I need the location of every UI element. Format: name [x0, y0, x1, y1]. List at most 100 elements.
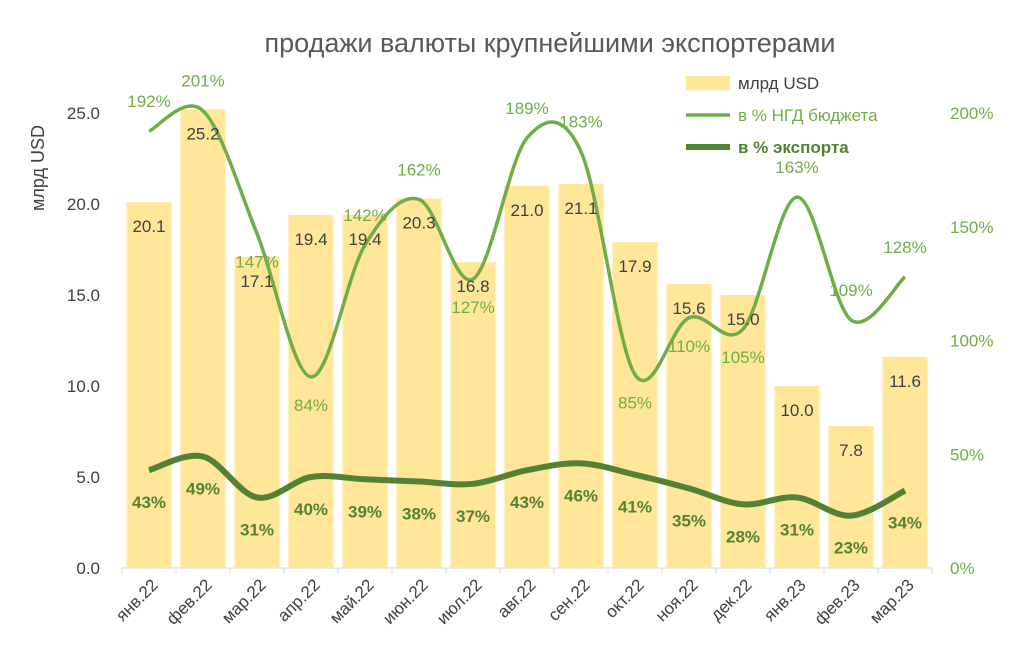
x-tick-label: июл.22 [433, 575, 486, 628]
bar [180, 109, 226, 569]
ngd-value-label: 162% [397, 160, 440, 179]
export-value-label: 39% [348, 502, 382, 521]
bar-value-label: 19.4 [348, 230, 381, 249]
y2-tick-label: 50% [950, 445, 984, 464]
x-tick-label: мар.22 [218, 575, 270, 627]
bar-value-label: 7.8 [839, 441, 863, 460]
ngd-value-label: 147% [235, 253, 278, 272]
bar-value-label: 16.8 [456, 277, 489, 296]
y-tick-label: 10.0 [67, 377, 100, 396]
line-ngd-budget [148, 104, 907, 383]
bar-value-label: 19.4 [294, 230, 327, 249]
y-tick-label: 20.0 [67, 195, 100, 214]
x-tick-label: фев.23 [811, 575, 864, 628]
legend: млрд USD в % НГД бюджета в % экспорта [686, 74, 878, 157]
export-value-label: 31% [240, 520, 274, 539]
bar [504, 185, 550, 569]
export-value-label: 49% [186, 480, 220, 499]
bar-value-label: 17.9 [618, 257, 651, 276]
export-value-label: 37% [456, 507, 490, 526]
bar-value-label: 11.6 [889, 372, 921, 391]
ngd-value-label: 189% [505, 99, 548, 118]
export-value-label: 31% [780, 520, 814, 539]
export-value-label: 28% [726, 527, 760, 546]
bar-value-label: 10.0 [780, 401, 813, 420]
bar [720, 295, 766, 568]
x-tick-label: май.22 [326, 575, 378, 627]
x-tick-label: фев.22 [163, 575, 216, 628]
bar-value-label: 25.2 [186, 124, 219, 143]
bar [450, 262, 496, 568]
lines-layer [148, 104, 907, 519]
ngd-value-label: 192% [127, 92, 170, 111]
ngd-value-label: 105% [721, 348, 764, 367]
y-tick-label: 15.0 [67, 286, 100, 305]
x-tick-label: янв.23 [760, 575, 810, 625]
x-tick-label: авг.22 [494, 575, 540, 621]
bar [126, 202, 172, 568]
y2-tick-label: 200% [950, 104, 993, 123]
y2-tick-label: 150% [950, 218, 993, 237]
bar [396, 198, 442, 569]
bar [882, 356, 928, 568]
export-value-label: 38% [402, 505, 436, 524]
x-tick-label: янв.22 [112, 575, 162, 625]
bar [612, 242, 658, 568]
ngd-value-label: 127% [451, 298, 494, 317]
export-value-label: 43% [510, 493, 544, 512]
legend-label-bar: млрд USD [738, 74, 819, 93]
line-export-share [148, 452, 907, 519]
export-value-label: 34% [888, 514, 922, 533]
bar [774, 386, 820, 568]
bar [666, 284, 712, 568]
bar [234, 256, 280, 568]
export-value-label: 40% [294, 500, 328, 519]
ngd-value-label: 128% [883, 238, 926, 257]
export-value-label: 43% [132, 493, 166, 512]
bar-value-label: 15.0 [726, 310, 759, 329]
x-tick-label: сен.22 [544, 575, 593, 624]
y-tick-label: 0.0 [76, 559, 100, 578]
export-value-label: 46% [564, 486, 598, 505]
bar [828, 426, 874, 568]
bar-value-label: 21.1 [564, 199, 597, 218]
bar-value-label: 17.1 [240, 272, 273, 291]
ngd-value-label: 110% [668, 337, 710, 356]
ngd-value-label: 85% [618, 394, 652, 413]
bar-value-label: 15.6 [672, 299, 705, 318]
bar-value-label: 21.0 [510, 201, 543, 220]
ngd-value-label: 201% [181, 72, 224, 91]
export-value-label: 23% [834, 539, 868, 558]
x-tick-label: окт.22 [601, 575, 647, 621]
legend-label-ngd: в % НГД бюджета [738, 106, 878, 125]
legend-label-export: в % экспорта [738, 138, 849, 157]
bar [558, 183, 604, 569]
ngd-value-label: 109% [829, 281, 872, 300]
x-tick-label: ноя.22 [652, 575, 702, 625]
y-tick-label: 25.0 [67, 104, 100, 123]
ngd-value-label: 84% [294, 396, 328, 415]
legend-swatch-bar [686, 76, 730, 90]
x-tick-label: дек.22 [707, 575, 756, 624]
data-labels-layer: 20.1 25.2 17.1 19.4 19.4 20.3 16.8 21.0 21.1 17.9… [127, 72, 926, 558]
ngd-value-label: 183% [559, 113, 602, 132]
export-value-label: 41% [618, 498, 652, 517]
x-tick-label: июн.22 [379, 575, 432, 628]
bar [288, 214, 334, 569]
y2-tick-label: 0% [950, 559, 975, 578]
export-value-label: 35% [672, 511, 706, 530]
bar-value-label: 20.3 [402, 214, 435, 233]
bar [342, 214, 388, 569]
x-tick-label: апр.22 [274, 575, 324, 625]
y-axis-label: млрд USD [28, 125, 48, 211]
chart-title: продажи валюты крупнейшими экспортерами [265, 28, 836, 58]
y2-tick-label: 100% [950, 332, 993, 351]
ngd-value-label: 142% [343, 206, 386, 225]
y-tick-label: 5.0 [76, 468, 100, 487]
bars-layer [126, 109, 928, 569]
x-tick-label: мар.23 [866, 575, 918, 627]
bar-value-label: 20.1 [132, 217, 165, 236]
ngd-value-label: 163% [775, 158, 818, 177]
